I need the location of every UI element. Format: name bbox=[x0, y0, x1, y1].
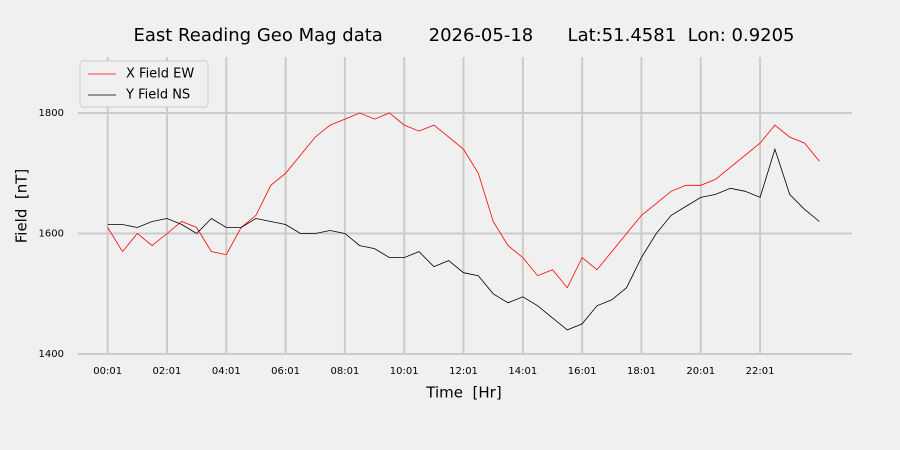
chart-title: East Reading Geo Mag data 2026-05-18 Lat… bbox=[133, 25, 794, 46]
data-line bbox=[107, 147, 820, 331]
y-axis-label: Field [nT] bbox=[13, 169, 31, 244]
x-tick-label: 22:01 bbox=[746, 366, 775, 377]
y-tick-label: 1400 bbox=[39, 349, 64, 360]
y-tick-label: 1600 bbox=[39, 229, 64, 240]
x-tick-label: 12:01 bbox=[449, 366, 478, 377]
x-tick-label: 20:01 bbox=[686, 366, 715, 377]
x-axis-label: Time [Hr] bbox=[425, 384, 501, 402]
x-tick-label: 18:01 bbox=[627, 366, 656, 377]
legend-label: Y Field NS bbox=[125, 88, 190, 103]
x-tick-label: 06:01 bbox=[271, 366, 300, 377]
x-tick-label: 02:01 bbox=[153, 366, 182, 377]
x-tick-label: 10:01 bbox=[390, 366, 419, 377]
x-tick-label: 00:01 bbox=[93, 366, 122, 377]
y-tick-label: 1800 bbox=[39, 108, 64, 119]
x-tick-label: 14:01 bbox=[508, 366, 537, 377]
legend-label: X Field EW bbox=[126, 67, 194, 82]
data-line bbox=[107, 112, 820, 289]
legend-box bbox=[79, 60, 209, 108]
x-tick-label: 04:01 bbox=[212, 366, 241, 377]
x-tick-label: 16:01 bbox=[568, 366, 597, 377]
x-tick-label: 08:01 bbox=[330, 366, 359, 377]
